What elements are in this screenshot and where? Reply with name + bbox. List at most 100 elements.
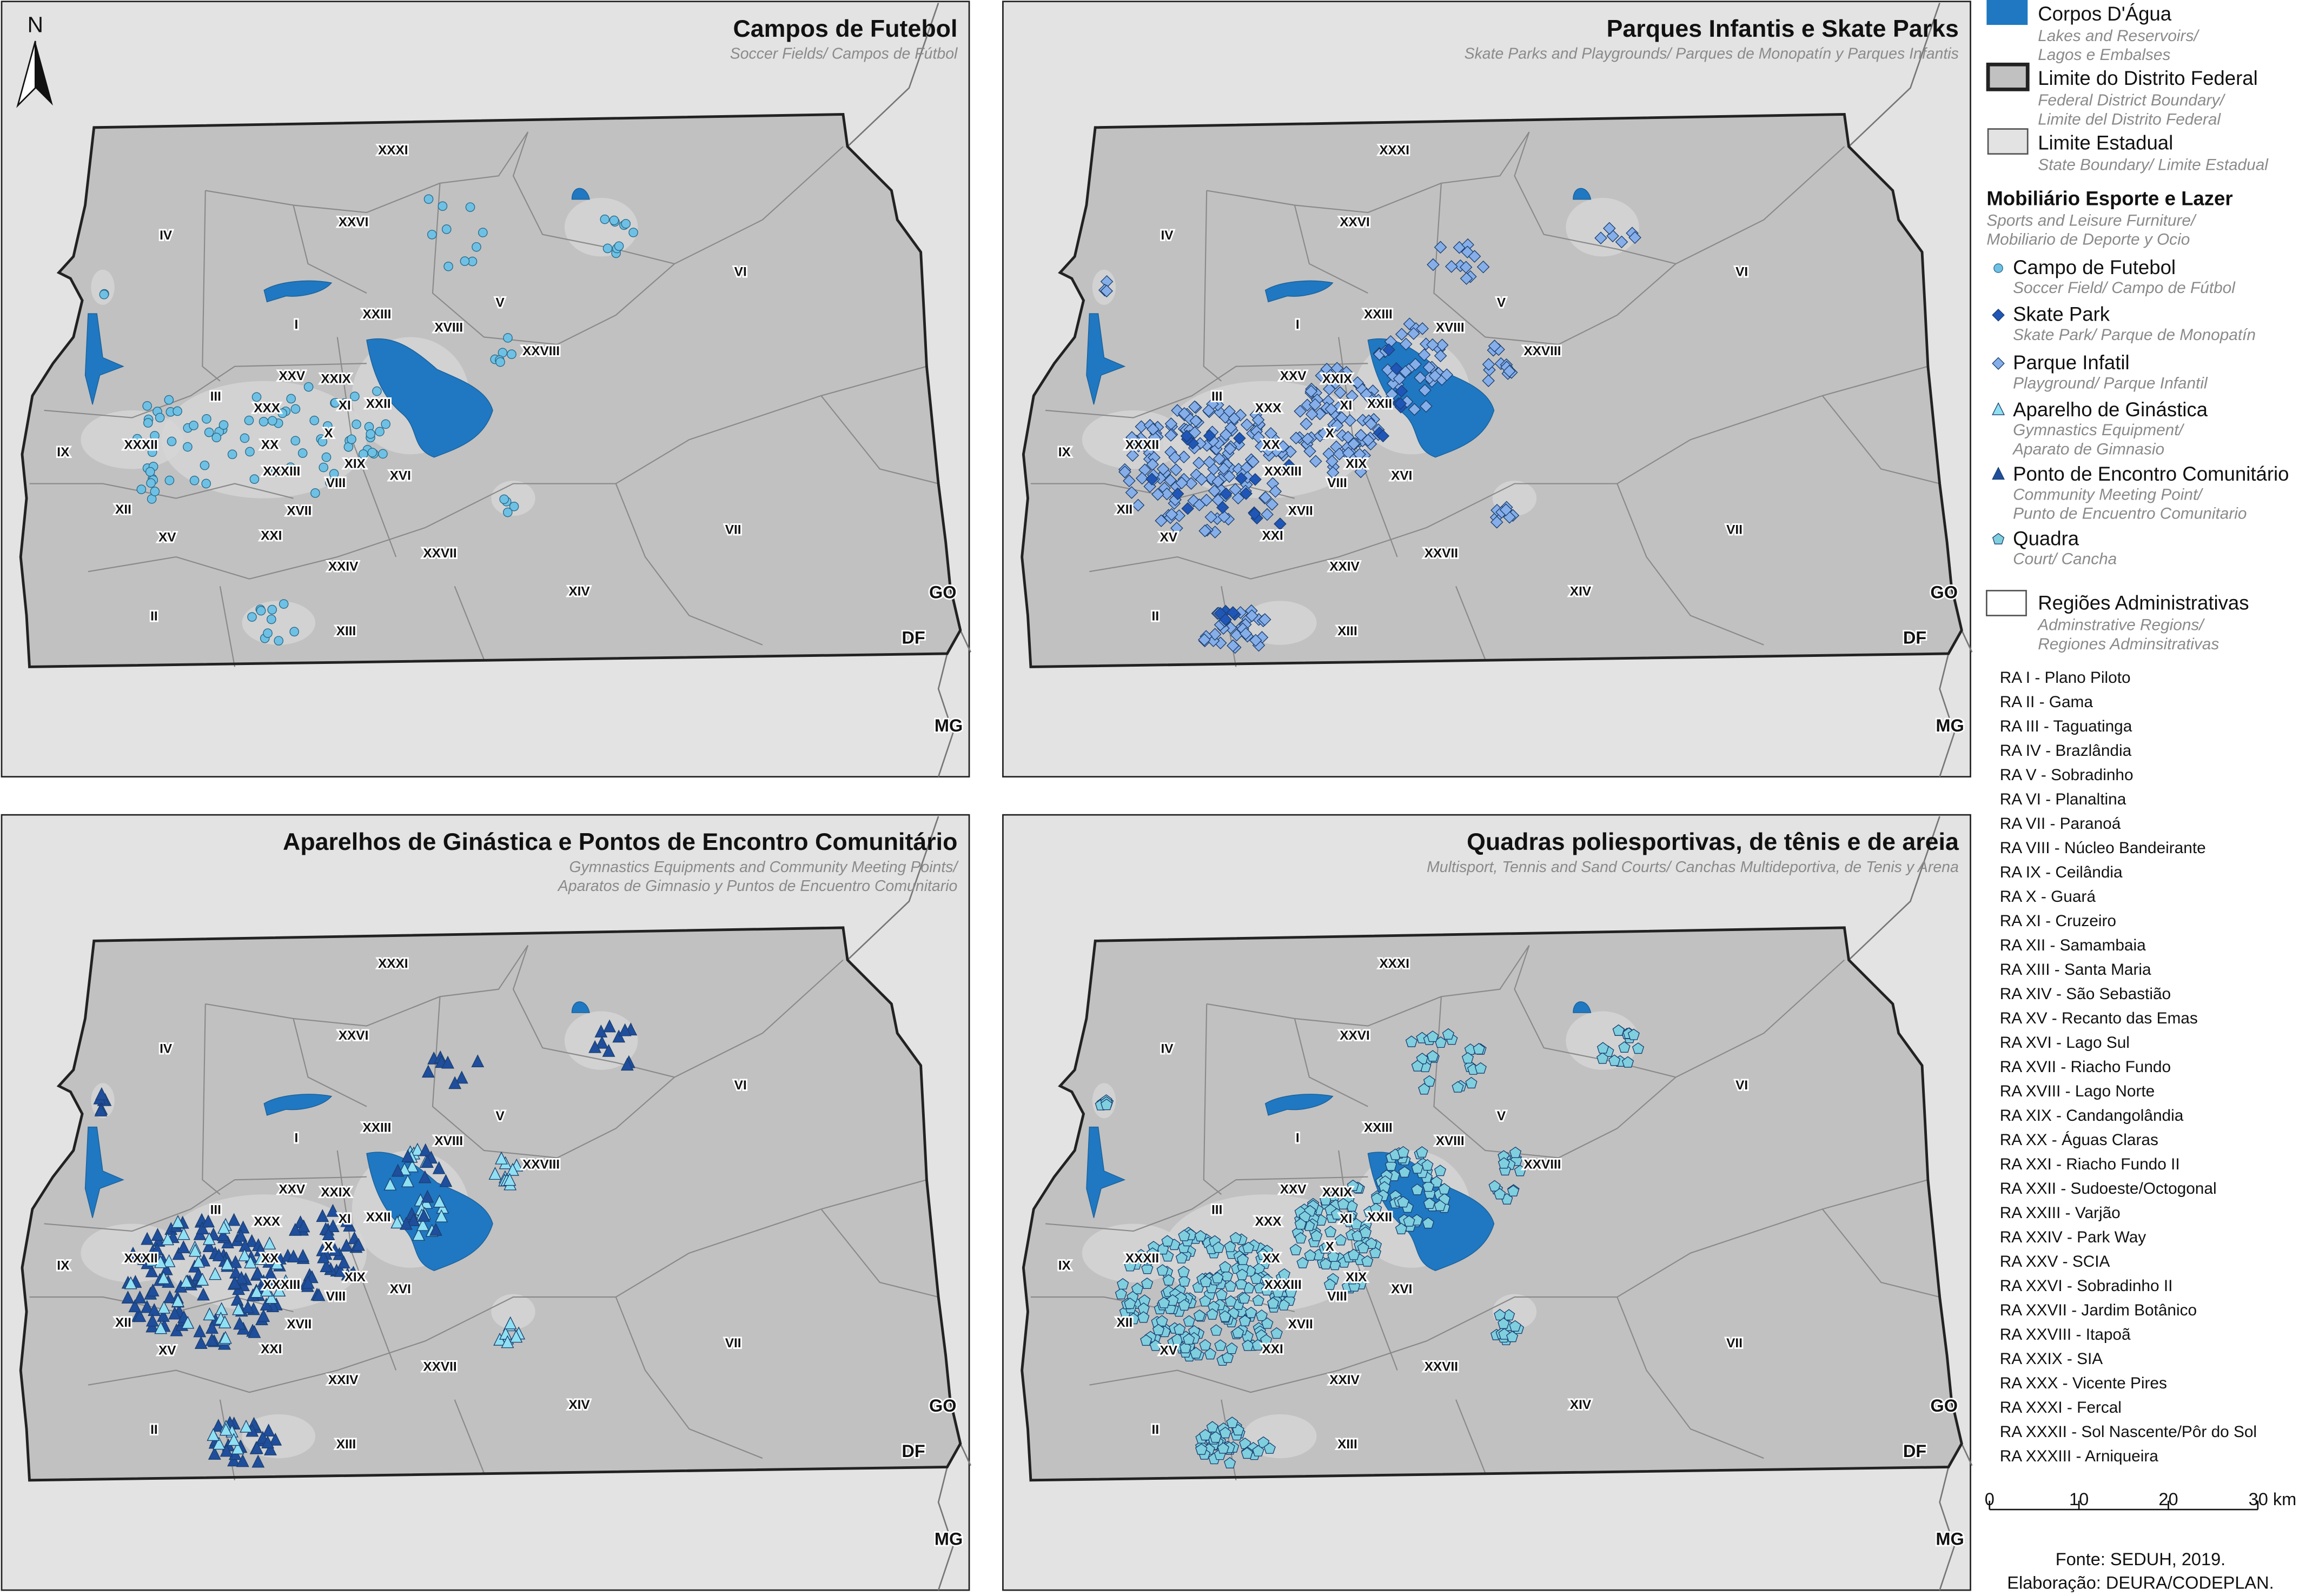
feature-point xyxy=(1217,462,1230,475)
feature-point xyxy=(207,1428,220,1441)
feature-point xyxy=(1420,400,1433,413)
feature-point xyxy=(1289,1243,1302,1255)
feature-point xyxy=(603,1019,616,1033)
feature-point xyxy=(1317,427,1331,440)
region-boundary xyxy=(1207,131,1530,214)
ra-entry: RA III - Taguatinga xyxy=(2000,717,2132,735)
region-label: XIX xyxy=(1346,1270,1367,1285)
feature-point xyxy=(435,1209,448,1222)
region-boundary xyxy=(219,586,236,667)
feature-point xyxy=(1241,1447,1253,1459)
feature-point xyxy=(325,477,335,488)
legend-sublabel: Regiones Adminsitrativas xyxy=(2038,635,2219,653)
region-label: XXIX xyxy=(321,1185,351,1200)
feature-point xyxy=(460,256,470,266)
region-label: XXVI xyxy=(339,215,369,229)
feature-point xyxy=(1324,1225,1337,1238)
feature-point xyxy=(256,606,266,616)
feature-point xyxy=(472,242,481,252)
region-boundary xyxy=(615,483,763,646)
region-label: XXXI xyxy=(1379,143,1409,158)
panel-title: Aparelhos de Ginástica e Pontos de Encon… xyxy=(283,829,957,855)
feature-point xyxy=(1135,1249,1147,1261)
feature-point xyxy=(1203,429,1216,442)
ra-entry: RA VI - Planaltina xyxy=(2000,790,2126,808)
feature-point xyxy=(1482,358,1495,371)
feature-point xyxy=(1423,1075,1436,1087)
lake xyxy=(1573,188,1592,200)
feature-point xyxy=(177,1240,190,1253)
feature-point xyxy=(1236,1268,1248,1280)
feature-point xyxy=(240,433,250,443)
feature-point xyxy=(1123,474,1136,488)
lake xyxy=(263,1094,333,1116)
ra-entry: RA XII - Samambaia xyxy=(2000,936,2146,954)
region-label: XXIV xyxy=(1329,559,1360,574)
state-boundary xyxy=(1961,1443,1973,1466)
feature-point xyxy=(1320,1258,1332,1269)
feature-point xyxy=(1434,349,1447,362)
feature-point xyxy=(1350,1218,1362,1229)
feature-point xyxy=(1203,456,1216,469)
district-area xyxy=(1022,114,1962,667)
feature-point xyxy=(1300,417,1313,430)
feature-point xyxy=(1216,501,1229,514)
feature-point xyxy=(1236,1253,1249,1265)
feature-point xyxy=(1416,1146,1428,1158)
state-label: GO xyxy=(1930,582,1958,602)
feature-point xyxy=(1199,1428,1211,1441)
region-label: XVII xyxy=(1288,503,1313,518)
region-boundary xyxy=(1455,586,1486,660)
feature-point xyxy=(296,1248,310,1262)
region-label: VII xyxy=(1726,523,1743,537)
feature-point xyxy=(1248,507,1261,520)
feature-point xyxy=(127,1246,140,1260)
feature-point xyxy=(1284,1286,1297,1298)
region-label: XXI xyxy=(1262,1342,1283,1356)
feature-point xyxy=(1427,1030,1439,1042)
feature-point xyxy=(614,241,624,251)
feature-point xyxy=(1370,1192,1383,1204)
legend-label: Limite Estadual xyxy=(2038,131,2173,154)
feature-point xyxy=(378,449,388,459)
panel-subtitle: Gymnastics Equipments and Community Meet… xyxy=(569,859,959,876)
region-boundary xyxy=(615,1296,763,1459)
feature-point xyxy=(1225,1342,1238,1354)
feature-point xyxy=(203,1307,216,1321)
region-boundary xyxy=(1455,1399,1486,1473)
feature-point xyxy=(141,1232,154,1245)
region-boundary xyxy=(1045,363,1368,418)
legend-regions xyxy=(1985,590,2027,616)
feature-point xyxy=(196,1272,209,1286)
feature-point xyxy=(501,1335,514,1348)
feature-point xyxy=(1347,437,1360,450)
feature-point xyxy=(1411,1183,1423,1195)
feature-point xyxy=(1260,1334,1273,1346)
feature-point xyxy=(1498,1317,1510,1329)
feature-point xyxy=(1206,1308,1218,1320)
feature-point xyxy=(162,1254,176,1267)
feature-point xyxy=(202,414,211,424)
feature-point xyxy=(340,1214,354,1227)
feature-point xyxy=(1434,241,1447,254)
feature-point xyxy=(1220,487,1233,500)
feature-point xyxy=(1465,1076,1478,1089)
region-label: XI xyxy=(1340,398,1352,413)
feature-point xyxy=(1224,1240,1236,1252)
feature-point xyxy=(154,1255,167,1268)
region-label: XII xyxy=(115,502,131,517)
feature-point xyxy=(1252,1445,1264,1457)
region-label: I xyxy=(1296,317,1300,332)
feature-point xyxy=(1385,388,1399,401)
feature-point xyxy=(316,1209,329,1222)
state-boundary xyxy=(959,630,972,653)
legend-label: Limite do Distrito Federal xyxy=(2038,67,2258,89)
feature-point xyxy=(1221,1351,1234,1363)
region-label: XIX xyxy=(344,1270,366,1285)
ra-entry: RA XVI - Lago Sul xyxy=(2000,1034,2130,1052)
feature-point xyxy=(401,1174,414,1187)
ra-entry: RA XXVII - Jardim Botânico xyxy=(2000,1301,2197,1319)
region-label: XXV xyxy=(279,369,306,383)
feature-point xyxy=(145,1313,159,1327)
